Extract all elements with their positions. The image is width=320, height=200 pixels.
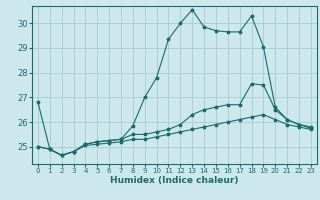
X-axis label: Humidex (Indice chaleur): Humidex (Indice chaleur) [110,176,239,185]
